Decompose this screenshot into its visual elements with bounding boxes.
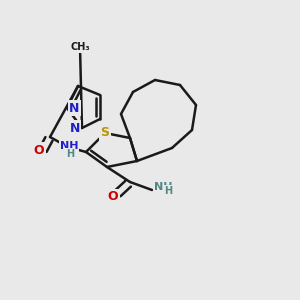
Text: N: N (70, 122, 80, 134)
Text: O: O (34, 143, 44, 157)
Text: H: H (164, 186, 172, 196)
Text: NH: NH (60, 141, 78, 151)
Text: S: S (100, 127, 109, 140)
Text: O: O (108, 190, 118, 203)
Text: NH: NH (154, 182, 172, 192)
Text: H: H (66, 149, 74, 159)
Text: N: N (69, 101, 80, 115)
Text: CH₃: CH₃ (70, 42, 90, 52)
